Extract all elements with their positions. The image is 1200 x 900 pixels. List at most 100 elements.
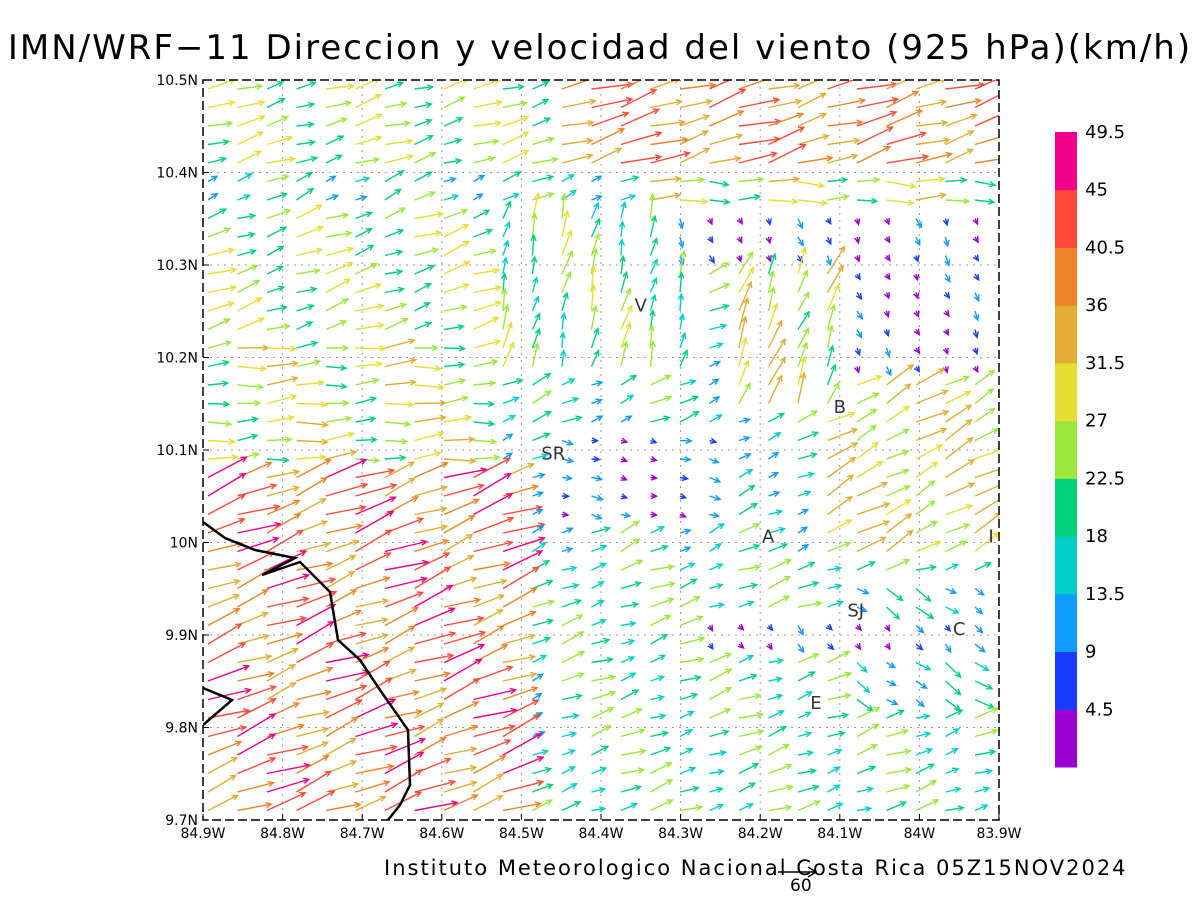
wind-vector — [443, 498, 481, 516]
wind-vector-head — [395, 249, 404, 256]
wind-vector — [266, 596, 310, 608]
wind-vector — [856, 176, 881, 184]
wind-vector-head — [399, 302, 408, 309]
wind-vector — [207, 725, 248, 738]
wind-vector-shaft — [886, 405, 910, 423]
wind-vector-shaft — [827, 474, 854, 497]
wind-vector-head — [401, 317, 409, 324]
wind-vector-shaft — [414, 451, 441, 460]
wind-vector-head — [649, 89, 658, 95]
wind-vector-shaft — [502, 131, 529, 146]
wind-vector-head — [587, 119, 595, 127]
wind-vector — [886, 513, 913, 534]
wind-vector — [826, 363, 837, 386]
wind-vector — [561, 439, 574, 446]
wind-vector-head — [381, 633, 390, 640]
wind-vector — [679, 176, 706, 184]
wind-vector — [679, 692, 699, 701]
wind-vector-head — [369, 416, 377, 423]
wind-vector — [384, 477, 416, 497]
wind-vector-shaft — [355, 324, 384, 331]
wind-vector-shaft — [620, 288, 631, 312]
wind-vector — [679, 331, 687, 349]
wind-vector — [207, 359, 231, 368]
wind-vector-head — [473, 677, 481, 685]
wind-vector — [679, 198, 709, 205]
wind-vector — [709, 360, 722, 368]
wind-vector-shaft — [443, 223, 469, 238]
wind-vector-head — [748, 484, 756, 492]
wind-vector — [591, 725, 612, 738]
wind-vector-head — [326, 666, 334, 673]
wind-vector — [768, 693, 784, 701]
wind-vector-shaft — [856, 606, 867, 612]
wind-vector-shaft — [561, 651, 585, 664]
wind-vector-head — [273, 504, 281, 511]
wind-vector — [355, 396, 378, 405]
wind-vector-shaft — [532, 117, 551, 127]
wind-vector — [530, 255, 538, 275]
wind-vector-shaft — [797, 248, 806, 275]
wind-vector-shaft — [797, 653, 819, 664]
wind-vector-shaft — [797, 180, 824, 187]
wind-vector — [414, 800, 459, 812]
wind-vector — [561, 614, 584, 627]
wind-vector-head — [835, 583, 843, 590]
wind-vector-head — [254, 399, 262, 407]
wind-vector-head — [854, 273, 861, 281]
wind-vector-shaft — [532, 175, 553, 183]
wind-vector-shaft — [207, 439, 235, 443]
plot-frame — [202, 79, 1000, 821]
wind-vector — [620, 287, 632, 312]
wind-vector-head — [408, 338, 416, 345]
wind-vector-shaft — [561, 766, 575, 775]
wind-vector-shaft — [266, 550, 307, 571]
wind-vector-head — [991, 707, 999, 714]
wind-vector-head — [722, 180, 730, 188]
wind-vector — [856, 661, 868, 673]
wind-vector-shaft — [856, 536, 886, 553]
wind-vector-shaft — [355, 347, 385, 350]
wind-vector-head — [367, 244, 375, 251]
wind-vector-head — [492, 267, 501, 274]
wind-vector-head — [845, 519, 853, 526]
wind-vector — [915, 540, 942, 553]
wind-vector — [443, 157, 463, 165]
wind-vector-shaft — [886, 485, 910, 497]
wind-vector-head — [863, 686, 871, 694]
wind-vector-head — [937, 368, 946, 375]
wind-vector-head — [307, 187, 315, 195]
wind-vector-head — [589, 98, 597, 105]
wind-vector — [767, 252, 777, 275]
wind-vector-head — [883, 145, 892, 152]
wind-vector — [473, 359, 499, 368]
wind-vector — [679, 98, 714, 109]
wind-vector — [296, 561, 334, 571]
wind-vector — [856, 502, 891, 516]
wind-vector-head — [750, 673, 758, 680]
wind-vector-shaft — [886, 383, 911, 405]
wind-vector — [473, 516, 515, 534]
wind-vector — [768, 431, 782, 442]
wind-vector — [590, 326, 600, 349]
wind-vector-head — [677, 292, 685, 300]
wind-vector-head — [923, 731, 932, 738]
wind-vector-shaft — [266, 209, 291, 220]
wind-vector-shaft — [915, 178, 945, 183]
wind-vector-head — [833, 784, 841, 791]
wind-vector-shaft — [915, 194, 946, 201]
wind-vector — [886, 783, 911, 793]
wind-vector-shaft — [768, 178, 799, 183]
wind-vector — [827, 730, 846, 738]
wind-vector-head — [806, 750, 815, 757]
wind-vector-head — [944, 275, 951, 284]
wind-vector-head — [929, 564, 938, 571]
wind-vector-shaft — [620, 520, 640, 534]
wind-vector-head — [538, 472, 546, 479]
wind-vector — [973, 292, 980, 303]
wind-vector-head — [339, 319, 348, 326]
wind-vector-head — [617, 128, 626, 135]
wind-vector — [649, 293, 657, 312]
wind-vector-head — [748, 782, 757, 789]
wind-vector — [856, 197, 879, 205]
